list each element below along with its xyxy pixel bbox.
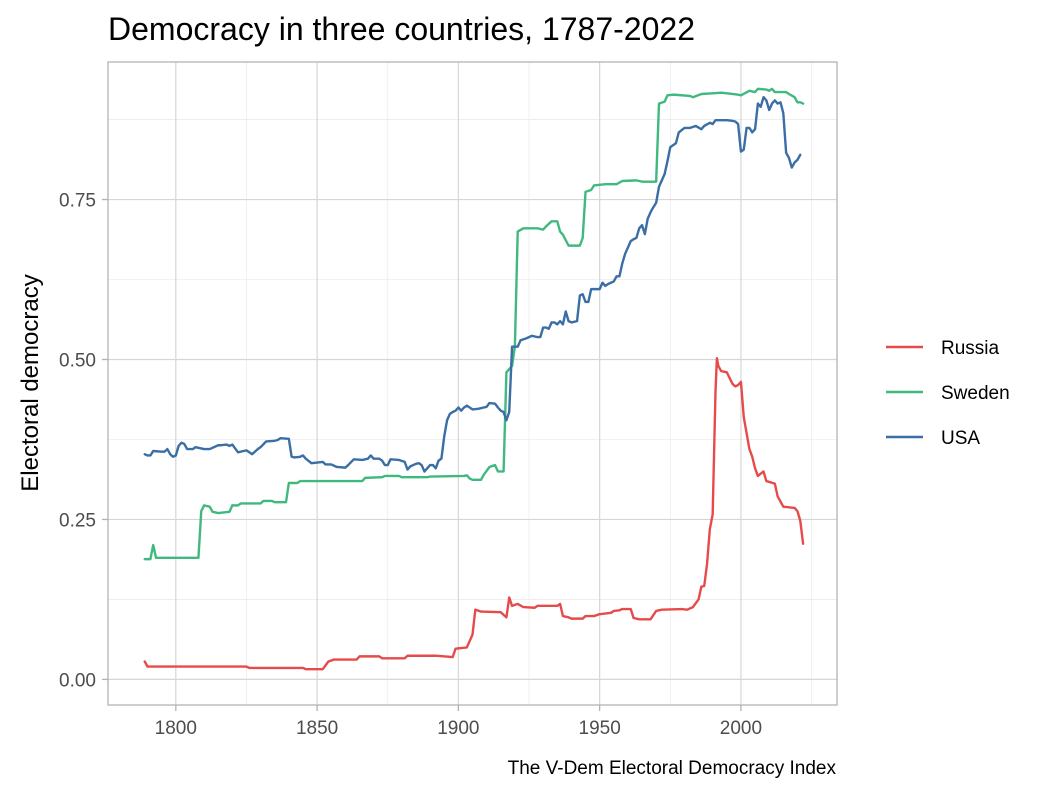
y-tick-label: 0.50: [59, 351, 96, 372]
x-tick-label: 2000: [720, 718, 762, 739]
x-axis-tick-labels: 1800 1850 1900 1950 2000: [155, 718, 762, 739]
series-line-usa: [143, 95, 802, 473]
chart-title: Democracy in three countries, 1787-2022: [108, 11, 695, 47]
y-tick-label: 0.25: [59, 510, 96, 531]
x-tick-label: 1950: [579, 718, 621, 739]
y-tick-label: 0.00: [59, 670, 96, 691]
series-lines: [143, 87, 805, 671]
y-axis-title: Electoral democracy: [17, 274, 44, 491]
x-tick-label: 1850: [296, 718, 338, 739]
minor-gridlines: [108, 62, 837, 705]
legend-label-sweden: Sweden: [941, 383, 1010, 404]
legend-label-usa: USA: [941, 428, 980, 449]
chart-caption: The V-Dem Electoral Democracy Index: [508, 758, 837, 779]
y-axis-tick-labels: 0.00 0.25 0.50 0.75: [59, 191, 96, 692]
legend-label-russia: Russia: [941, 338, 1000, 359]
y-tick-label: 0.75: [59, 191, 96, 212]
series-line-russia: [143, 357, 805, 671]
major-gridlines: [108, 62, 837, 705]
legend: Russia Sweden USA: [886, 338, 1010, 449]
series-line-sweden: [143, 87, 805, 561]
x-tick-label: 1800: [155, 718, 197, 739]
x-tick-label: 1900: [437, 718, 479, 739]
axis-ticks: [102, 198, 742, 711]
plot-panel-border: [107, 61, 838, 706]
